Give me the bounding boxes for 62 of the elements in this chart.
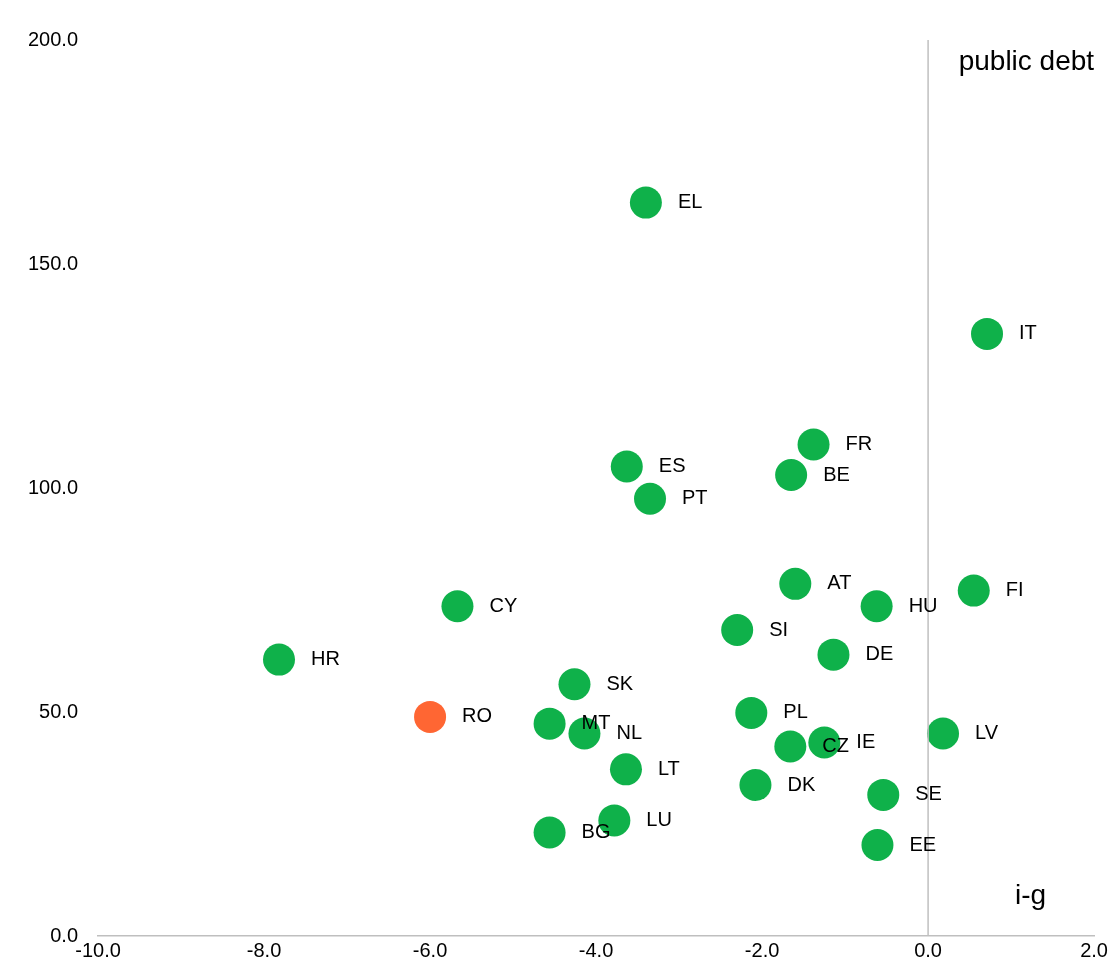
point bbox=[779, 567, 812, 600]
annotation: IE bbox=[856, 729, 876, 752]
annotation: HU bbox=[908, 593, 938, 616]
x-tick-label: 0.0 bbox=[914, 938, 942, 961]
annotation: IT bbox=[1019, 321, 1037, 344]
point bbox=[817, 638, 850, 671]
annotation: LU bbox=[646, 807, 672, 830]
point bbox=[629, 186, 662, 219]
annotation: NL bbox=[616, 721, 643, 744]
annotation: FR bbox=[845, 432, 873, 455]
point bbox=[774, 730, 807, 763]
annotation: SK bbox=[606, 671, 634, 694]
annotation: ES bbox=[658, 454, 686, 477]
x-tick-label: -4.0 bbox=[578, 938, 614, 961]
annotation: FI bbox=[1005, 578, 1024, 601]
annotation: CY bbox=[489, 593, 518, 616]
y-tick-label: 150.0 bbox=[27, 251, 79, 274]
point bbox=[971, 317, 1004, 350]
point bbox=[775, 459, 808, 492]
y-tick-label: 100.0 bbox=[27, 475, 79, 498]
x-tick-label: -6.0 bbox=[412, 938, 448, 961]
point bbox=[739, 769, 772, 802]
point bbox=[414, 700, 447, 733]
point bbox=[860, 590, 893, 623]
annotation: PT bbox=[682, 486, 708, 509]
annotation: HR bbox=[311, 647, 340, 670]
annotation: RO bbox=[462, 704, 493, 727]
annotation: SI bbox=[769, 617, 789, 640]
point bbox=[867, 778, 900, 811]
point bbox=[558, 668, 591, 701]
y-tick-label: 0.0 bbox=[50, 923, 79, 946]
x-axis-title: i-g bbox=[1014, 879, 1047, 910]
point bbox=[735, 696, 768, 729]
y-tick-label: 50.0 bbox=[39, 699, 79, 722]
y-axis-title: public debt bbox=[958, 44, 1095, 76]
annotation: SE bbox=[915, 782, 942, 805]
point bbox=[861, 829, 894, 862]
x-tick-label: -8.0 bbox=[246, 938, 282, 961]
point bbox=[797, 428, 830, 461]
annotation: PL bbox=[783, 700, 808, 723]
annotation: BE bbox=[823, 462, 850, 485]
annotation: DK bbox=[787, 772, 816, 795]
point bbox=[441, 590, 474, 623]
annotation: LT bbox=[657, 756, 680, 779]
point bbox=[610, 450, 643, 483]
x-tick-label: -2.0 bbox=[744, 938, 780, 961]
point bbox=[634, 482, 667, 515]
point bbox=[721, 614, 754, 647]
x-tick-label: 2.0 bbox=[1080, 938, 1108, 961]
point bbox=[533, 816, 566, 849]
annotation: BG bbox=[581, 820, 611, 843]
point bbox=[609, 753, 642, 786]
point bbox=[927, 717, 960, 750]
annotation: DE bbox=[865, 642, 894, 665]
annotation: AT bbox=[827, 571, 852, 594]
annotation: EL bbox=[677, 190, 703, 213]
y-tick-label: 200.0 bbox=[27, 27, 79, 50]
point bbox=[263, 643, 295, 676]
point bbox=[957, 574, 990, 607]
point bbox=[533, 707, 566, 740]
annotation: LV bbox=[975, 721, 999, 744]
annotation: EE bbox=[909, 832, 937, 855]
